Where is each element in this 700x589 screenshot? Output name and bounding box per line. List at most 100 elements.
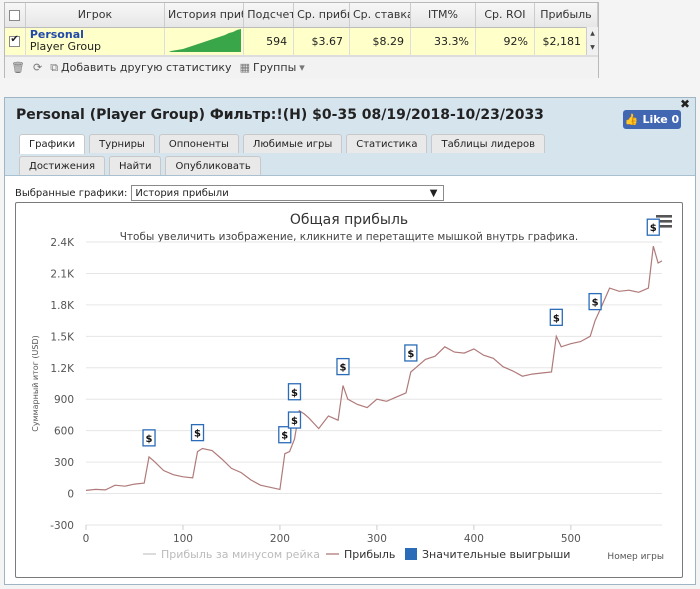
row-checkbox[interactable] bbox=[9, 34, 21, 47]
x-tick-label: 300 bbox=[367, 533, 387, 545]
y-tick-label: 0 bbox=[67, 489, 74, 501]
big-win-marker bbox=[287, 411, 302, 429]
big-win-marker-label: $ bbox=[194, 429, 201, 440]
legend-bigwin-swatch bbox=[405, 548, 417, 560]
tab-publish[interactable]: Опубликовать bbox=[165, 156, 261, 175]
chevron-down-icon: ▼ bbox=[429, 187, 438, 199]
row-checkbox-cell[interactable] bbox=[5, 27, 26, 56]
facebook-like-button[interactable]: 👍 Like 0 bbox=[623, 110, 681, 129]
close-icon[interactable]: ✖ bbox=[679, 97, 690, 111]
grid-icon: ▦ bbox=[239, 61, 250, 74]
thumbs-up-icon: 👍 bbox=[624, 113, 639, 126]
y-tick-label: 2.4K bbox=[50, 237, 75, 249]
big-win-marker bbox=[142, 429, 156, 447]
profit-series-line bbox=[85, 246, 663, 491]
big-win-marker-label: $ bbox=[407, 349, 414, 360]
table-toolbar: 🗑 ⟳ ⧉ Добавить другую статистику ▦ Группы ▾ bbox=[5, 56, 598, 78]
stats-table: Игрок История прибыли Подсчет Ср. прибыл… bbox=[5, 3, 599, 56]
scroll-up-icon[interactable]: ▲ bbox=[590, 30, 595, 37]
header-avg-stake[interactable]: Ср. ставка bbox=[349, 3, 411, 28]
big-win-marker-label: $ bbox=[291, 388, 298, 399]
x-tick-label: 100 bbox=[173, 533, 193, 545]
legend-profit-label: Прибыль bbox=[344, 548, 395, 561]
tab-search[interactable]: Найти bbox=[108, 156, 162, 175]
tab-bar: Графики Турниры Оппоненты Любимые игры С… bbox=[19, 134, 619, 175]
y-tick-label: 2.1K bbox=[50, 268, 75, 280]
player-name[interactable]: Personal bbox=[29, 28, 84, 41]
big-win-marker bbox=[287, 383, 302, 401]
table-header-row: Игрок История прибыли Подсчет Ср. прибыл… bbox=[5, 3, 599, 28]
header-avg-profit[interactable]: Ср. прибыль bbox=[293, 3, 350, 28]
y-tick-label: 1.5K bbox=[50, 331, 75, 343]
big-win-marker bbox=[278, 426, 292, 444]
graph-select[interactable]: История прибыли ▼ bbox=[131, 185, 445, 201]
player-cell[interactable]: Personal Player Group bbox=[25, 27, 166, 56]
big-win-marker-label: $ bbox=[281, 431, 288, 442]
big-win-marker bbox=[549, 308, 563, 326]
profit-chart[interactable]: Общая прибыль Чтобы увеличить изображение… bbox=[16, 203, 682, 577]
count-cell: 594 bbox=[243, 27, 295, 56]
big-win-marker-label: $ bbox=[146, 434, 153, 445]
header-profit[interactable]: Прибыль bbox=[534, 3, 599, 28]
header-player[interactable]: Игрок bbox=[25, 3, 166, 28]
x-axis-label: Номер игры bbox=[607, 552, 664, 562]
groups-button[interactable]: ▦ Группы ▾ bbox=[240, 61, 305, 74]
stats-panel: Игрок История прибыли Подсчет Ср. прибыл… bbox=[4, 2, 599, 78]
y-axis-label: Суммарный итог (USD) bbox=[31, 335, 40, 432]
y-tick-label: -300 bbox=[50, 520, 74, 532]
player-group: Player Group bbox=[29, 40, 102, 53]
window-header: ✖ Personal (Player Group) Фильтр:!(H) $0… bbox=[5, 97, 695, 176]
scroll-down-icon[interactable]: ▼ bbox=[590, 44, 595, 51]
header-itm[interactable]: ITM% bbox=[410, 3, 476, 28]
big-win-marker bbox=[588, 292, 602, 311]
chart-frame[interactable]: Общая прибыль Чтобы увеличить изображение… bbox=[15, 202, 683, 578]
x-tick-label: 0 bbox=[83, 533, 90, 545]
profit-sparkline bbox=[169, 28, 242, 52]
big-win-marker bbox=[646, 218, 660, 236]
big-win-marker-label: $ bbox=[339, 363, 346, 374]
refresh-icon[interactable]: ⟳ bbox=[32, 61, 43, 74]
graph-window: ✖ Personal (Player Group) Фильтр:!(H) $0… bbox=[4, 97, 696, 585]
header-profit-history[interactable]: История прибыли bbox=[164, 3, 245, 28]
big-win-marker-label: $ bbox=[553, 313, 560, 324]
graph-select-row: Выбранные графики: История прибыли ▼ bbox=[15, 185, 445, 201]
header-roi[interactable]: Ср. ROI bbox=[475, 3, 535, 28]
table-scrollbar[interactable]: ▲ ▼ bbox=[586, 27, 598, 55]
tab-achievements[interactable]: Достижения bbox=[19, 156, 105, 175]
chart-subtitle: Чтобы увеличить изображение, кликните и … bbox=[120, 231, 579, 243]
chevron-down-icon: ▾ bbox=[299, 61, 305, 74]
add-stats-button[interactable]: ⧉ Добавить другую статистику bbox=[50, 61, 231, 75]
y-tick-label: 1.8K bbox=[50, 300, 75, 312]
sparkline-cell bbox=[164, 27, 245, 56]
add-window-icon: ⧉ bbox=[50, 60, 59, 74]
tab-tournaments[interactable]: Турниры bbox=[89, 134, 155, 153]
big-win-marker-label: $ bbox=[592, 298, 599, 309]
trash-icon[interactable]: 🗑 bbox=[11, 61, 25, 74]
like-label: Like 0 bbox=[642, 113, 680, 126]
header-checkbox-cell[interactable] bbox=[5, 3, 26, 28]
tab-favorite-games[interactable]: Любимые игры bbox=[242, 134, 343, 153]
header-count[interactable]: Подсчет bbox=[243, 3, 295, 28]
big-win-marker bbox=[336, 357, 350, 376]
big-win-marker bbox=[404, 344, 418, 362]
tab-leaderboards[interactable]: Таблицы лидеров bbox=[431, 134, 545, 153]
window-title: Personal (Player Group) Фильтр:!(H) $0-3… bbox=[16, 107, 544, 123]
x-tick-label: 500 bbox=[561, 533, 581, 545]
avg-profit-cell: $3.67 bbox=[293, 27, 350, 56]
roi-cell: 92% bbox=[475, 27, 535, 56]
add-stats-label: Добавить другую статистику bbox=[61, 61, 232, 74]
itm-cell: 33.3% bbox=[410, 27, 476, 56]
graph-select-value: История прибыли bbox=[135, 187, 229, 199]
select-all-checkbox[interactable] bbox=[9, 9, 21, 21]
table-row[interactable]: Personal Player Group 594 $3.67 $8.29 33… bbox=[5, 27, 599, 56]
big-win-marker-label: $ bbox=[291, 416, 298, 427]
chart-title: Общая прибыль bbox=[290, 212, 408, 228]
legend-rake-label: Прибыль за минусом рейка bbox=[161, 548, 320, 561]
y-tick-label: 1.2K bbox=[50, 363, 75, 375]
tab-graphs[interactable]: Графики bbox=[19, 134, 86, 154]
x-tick-label: 400 bbox=[464, 533, 484, 545]
tab-statistics[interactable]: Статистика bbox=[346, 134, 428, 153]
groups-label: Группы bbox=[252, 61, 297, 74]
tab-opponents[interactable]: Оппоненты bbox=[158, 134, 239, 153]
chart-menu-icon[interactable] bbox=[656, 215, 672, 228]
